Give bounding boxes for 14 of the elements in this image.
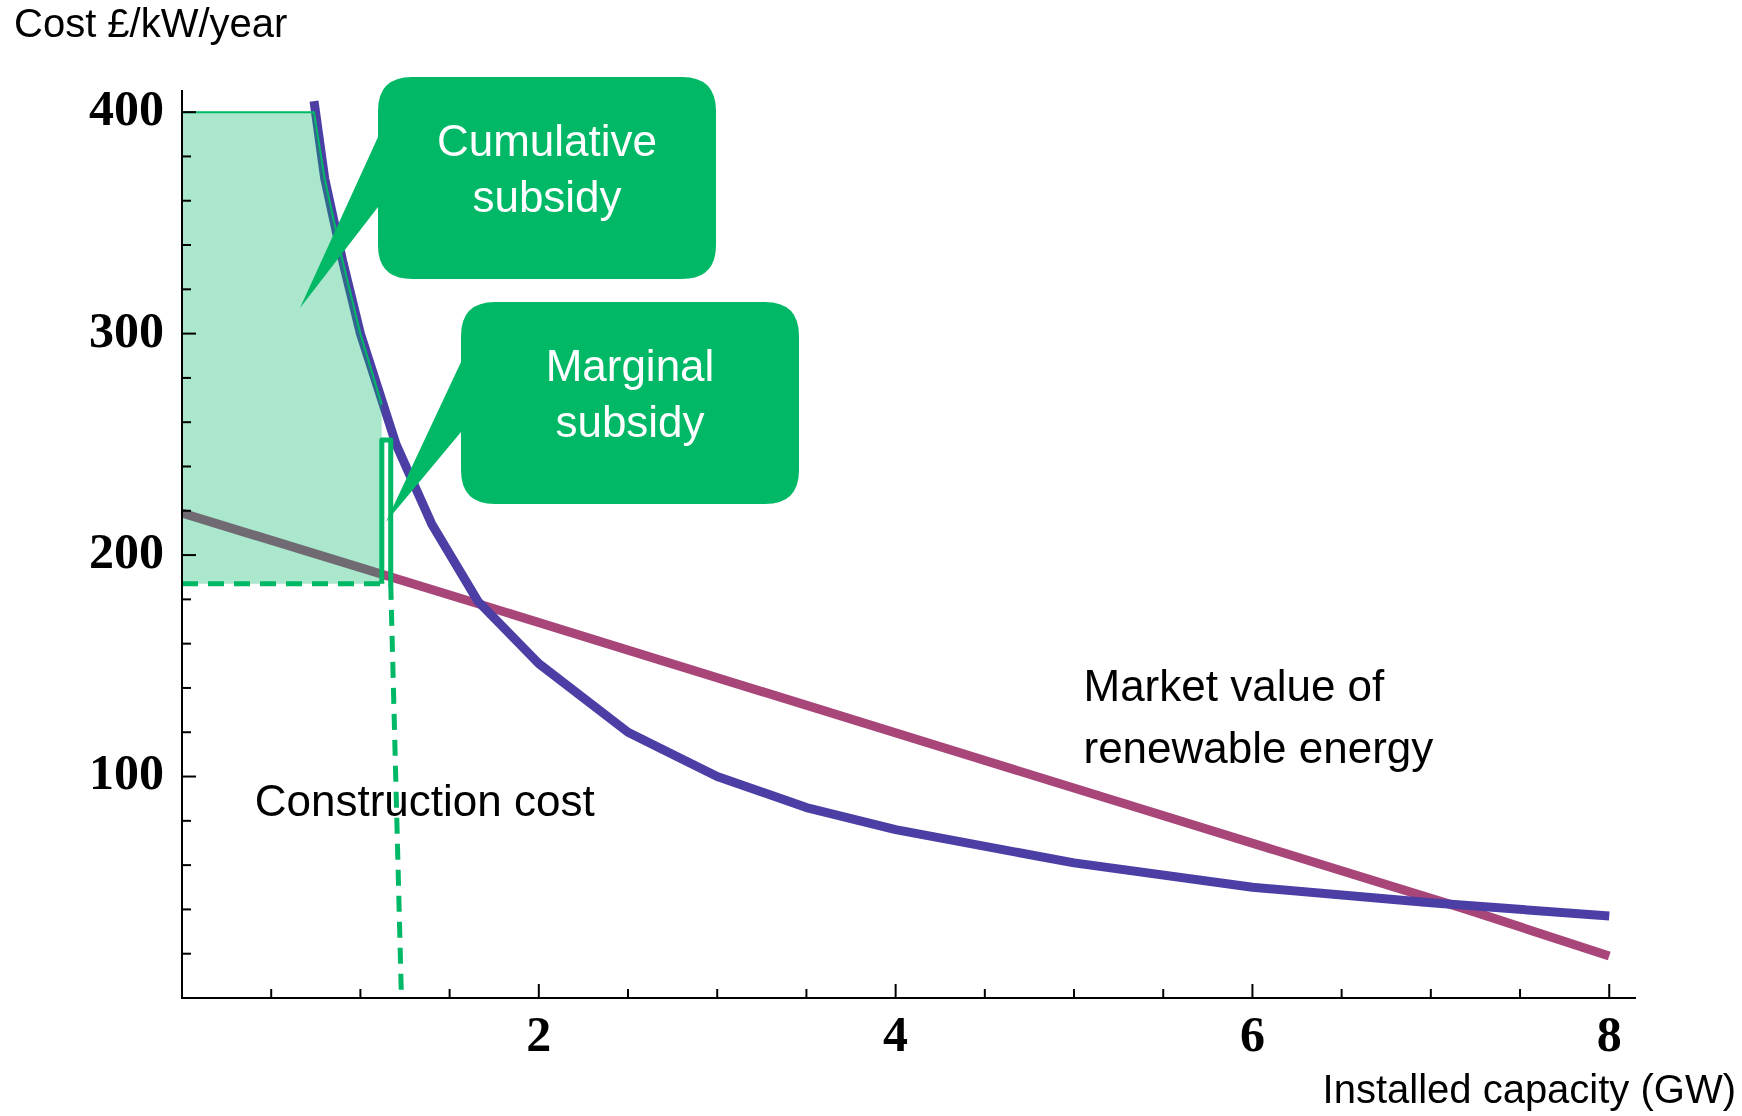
x-axis-title: Installed capacity (GW) <box>1322 1067 1736 1112</box>
annotation: Cumulative subsidy <box>435 115 659 223</box>
y-tick-label: 300 <box>89 301 164 358</box>
y-tick-label: 200 <box>89 523 164 579</box>
x-tick-label: 6 <box>1239 1005 1265 1062</box>
series-label: Construction cost <box>254 776 595 826</box>
x-tick-label: 4 <box>883 1005 909 1062</box>
x-tick-label: 2 <box>526 1005 552 1062</box>
x-tick-label: 8 <box>1596 1005 1622 1062</box>
y-tick-label: 100 <box>89 744 164 801</box>
y-tick-label: 400 <box>89 80 164 137</box>
series-label: Market value of renewable energy <box>1083 660 1434 772</box>
annotation: Marginal subsidy <box>544 340 716 448</box>
y-axis-title: Cost £/kW/year <box>14 1 288 46</box>
